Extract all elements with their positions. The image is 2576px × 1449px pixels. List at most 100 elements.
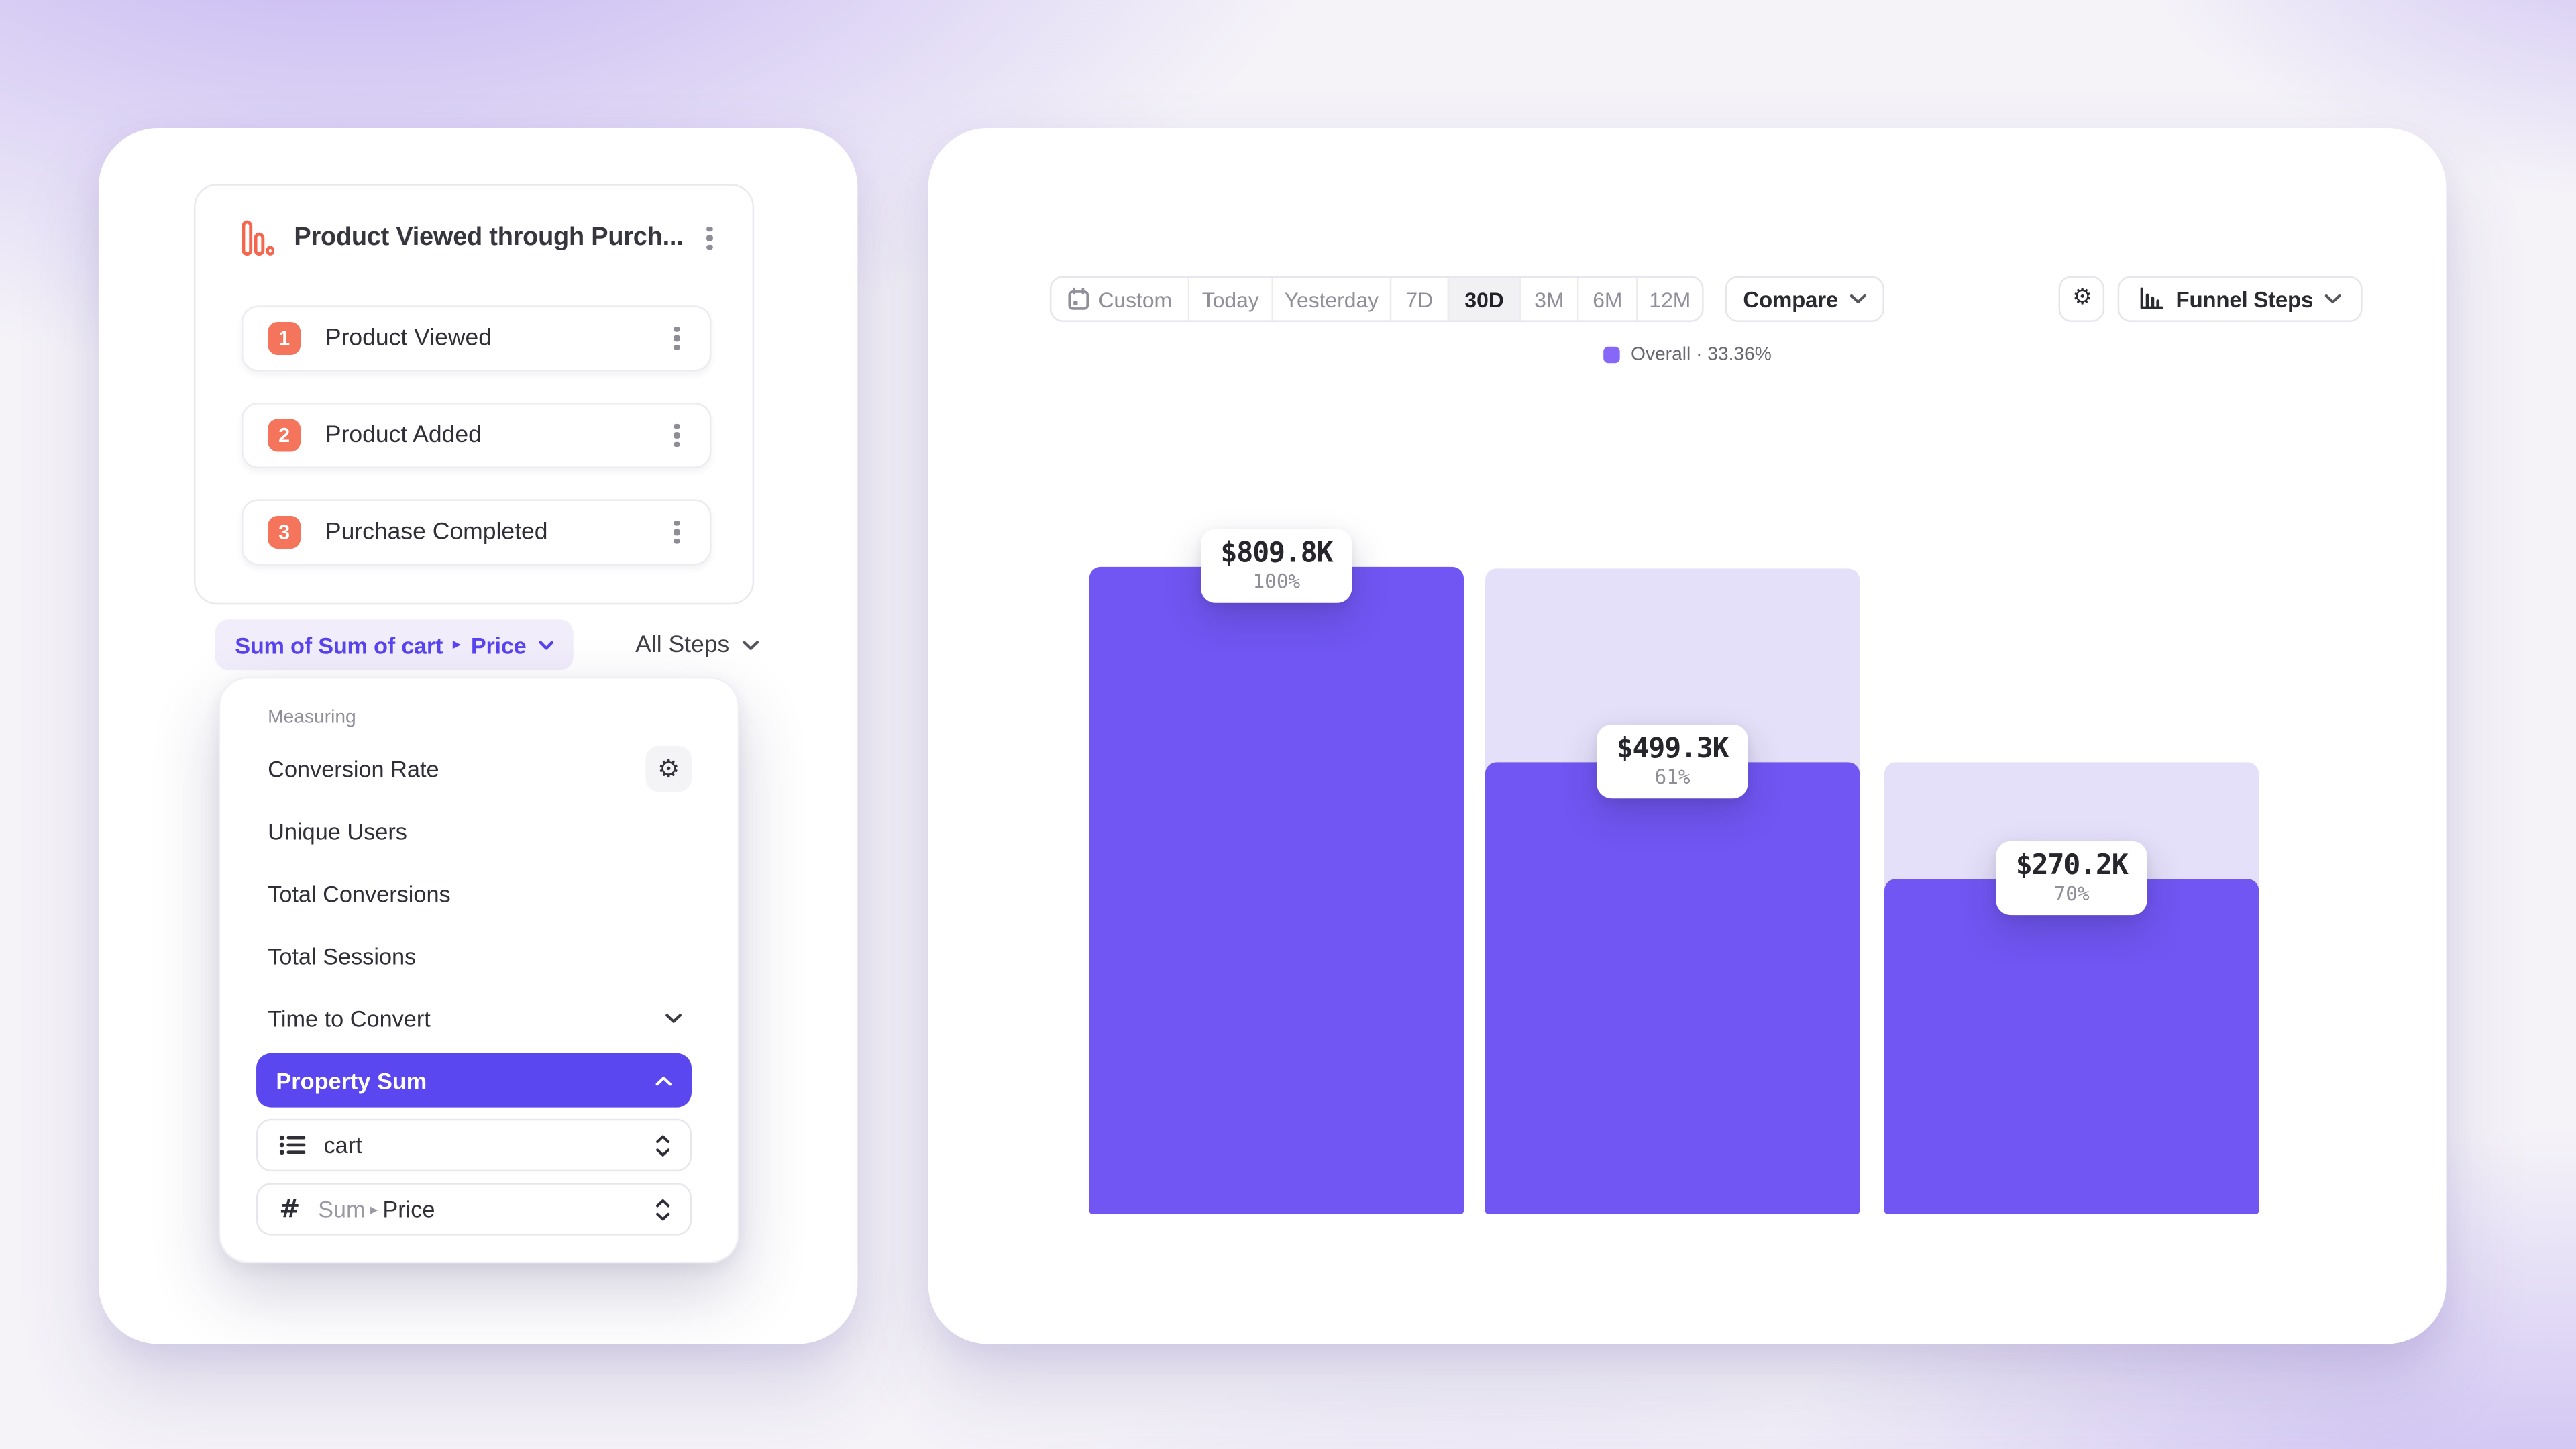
funnel-chart-plot: $809.8K 100% $499.3K 61% $270.2K 70% [928, 128, 2447, 1214]
measurement-property: Price [470, 631, 527, 658]
funnel-step-1[interactable]: 1 Product Viewed [241, 305, 712, 372]
chevron-up-icon [655, 1075, 672, 1085]
funnel-kebab-menu[interactable] [693, 219, 726, 258]
step-label: Product Added [325, 422, 482, 449]
funnel-title: Product Viewed through Purch... [294, 223, 684, 252]
date-range-30d-selected[interactable]: 30D [1449, 277, 1521, 321]
conversion-rate-settings-button[interactable]: ⚙ [645, 745, 692, 792]
step-number-badge: 2 [268, 419, 301, 452]
date-range-custom[interactable]: Custom [1051, 277, 1190, 321]
date-range-yesterday[interactable]: Yesterday [1273, 277, 1392, 321]
date-range-label: 7D [1405, 286, 1434, 312]
bar-value: $499.3K [1616, 733, 1729, 766]
menu-item-unique-users[interactable]: Unique Users [256, 800, 692, 863]
date-range-label: 30D [1464, 286, 1504, 312]
step-kebab-menu[interactable] [660, 416, 693, 455]
bar-value: $809.8K [1220, 537, 1333, 570]
date-range-label: Yesterday [1284, 286, 1379, 312]
menu-item-label: Total Conversions [268, 880, 451, 907]
property-select-value: cart [323, 1132, 362, 1159]
breadcrumb-arrow-icon: ▸ [370, 1199, 378, 1217]
menu-item-label: Property Sum [276, 1067, 427, 1093]
menu-item-label: Time to Convert [268, 1005, 431, 1032]
legend-label: Overall · 33.36% [1631, 345, 1772, 365]
funnel-builder-card: Product Viewed through Purch... 1 Produc… [98, 128, 858, 1344]
bar-percentage: 100% [1252, 570, 1301, 594]
calendar-icon [1067, 287, 1089, 310]
aggregation-value: Sum ▸ Price [318, 1196, 435, 1222]
funnel-bars-icon [2141, 287, 2165, 309]
aggregation-prefix: Sum [318, 1195, 366, 1223]
funnel-chart-card: Custom Today Yesterday 7D 30D 3M 6M 12M … [928, 128, 2447, 1344]
measurement-row: Sum of Sum of cart ▸ Price All Steps [215, 619, 759, 671]
step-number-badge: 3 [268, 515, 301, 549]
chart-settings-button[interactable]: ⚙ [2059, 276, 2106, 323]
current-step-bar[interactable] [1485, 762, 1860, 1214]
compare-button[interactable]: Compare [1725, 276, 1884, 323]
bar-value-tooltip: $270.2K 70% [1996, 841, 2148, 916]
all-steps-label: All Steps [635, 631, 730, 658]
date-range-label: 12M [1649, 286, 1691, 312]
number-hash-icon: # [279, 1194, 301, 1224]
measurement-dropdown[interactable]: Sum of Sum of cart ▸ Price [215, 619, 574, 671]
breadcrumb-arrow-icon: ▸ [452, 635, 462, 654]
date-range-segmented-control: Custom Today Yesterday 7D 30D 3M 6M 12M [1049, 276, 1704, 323]
funnel-step-2[interactable]: 2 Product Added [241, 402, 712, 468]
gear-icon: ⚙ [657, 753, 680, 783]
bar-value-tooltip: $809.8K 100% [1201, 529, 1352, 603]
funnel-steps-container: Product Viewed through Purch... 1 Produc… [193, 184, 755, 605]
aggregation-select[interactable]: # Sum ▸ Price [256, 1183, 692, 1236]
legend-swatch [1603, 346, 1619, 364]
chart-view-selector[interactable]: Funnel Steps [2118, 276, 2363, 323]
aggregation-property: Price [382, 1195, 435, 1223]
menu-item-label: Conversion Rate [268, 755, 439, 782]
current-step-bar[interactable] [1089, 566, 1464, 1214]
compare-label: Compare [1743, 286, 1838, 312]
select-updown-icon [655, 1134, 670, 1156]
bar-percentage: 70% [2053, 882, 2090, 906]
bar-percentage: 61% [1654, 765, 1690, 789]
date-range-label: Custom [1098, 286, 1173, 312]
date-range-label: 6M [1593, 286, 1623, 312]
property-select[interactable]: cart [256, 1118, 692, 1172]
date-range-6m[interactable]: 6M [1578, 277, 1638, 321]
step-kebab-menu[interactable] [660, 513, 693, 552]
chart-toolbar: Custom Today Yesterday 7D 30D 3M 6M 12M … [1049, 276, 2363, 323]
date-range-7d[interactable]: 7D [1391, 277, 1450, 321]
gear-icon: ⚙ [2072, 284, 2092, 311]
chart-legend: Overall · 33.36% [928, 345, 2447, 365]
step-kebab-menu[interactable] [660, 319, 693, 358]
menu-item-total-conversions[interactable]: Total Conversions [256, 863, 692, 925]
chevron-down-icon [1849, 294, 1866, 304]
funnel-bar-step-2: $499.3K 61% [1485, 568, 1860, 1214]
view-selector-label: Funnel Steps [2176, 286, 2314, 312]
step-label: Product Viewed [325, 325, 492, 352]
menu-item-conversion-rate[interactable]: Conversion Rate ⚙ [256, 738, 692, 800]
menu-section-label: Measuring [268, 708, 356, 728]
funnel-bar-step-1: $809.8K 100% [1089, 529, 1464, 1214]
funnel-bar-step-3: $270.2K 70% [1884, 762, 2259, 1214]
funnel-header: Product Viewed through Purch... [195, 186, 752, 281]
date-range-12m[interactable]: 12M [1638, 278, 1703, 321]
current-step-bar[interactable] [1884, 879, 2259, 1214]
chevron-down-icon [2324, 294, 2341, 304]
menu-item-property-sum[interactable]: Property Sum [256, 1053, 692, 1108]
chevron-down-icon [539, 640, 554, 649]
bar-value: $270.2K [2015, 849, 2129, 883]
menu-item-label: Total Sessions [268, 943, 417, 969]
step-number-badge: 1 [268, 322, 301, 355]
date-range-3m[interactable]: 3M [1521, 277, 1579, 321]
date-range-today[interactable]: Today [1189, 277, 1273, 321]
menu-item-time-to-convert[interactable]: Time to Convert [256, 987, 692, 1050]
select-updown-icon [655, 1198, 670, 1220]
menu-item-total-sessions[interactable]: Total Sessions [256, 925, 692, 987]
chevron-down-icon [743, 640, 759, 649]
all-steps-dropdown[interactable]: All Steps [635, 632, 759, 658]
bar-value-tooltip: $499.3K 61% [1597, 724, 1748, 799]
measuring-menu: Measuring Conversion Rate ⚙ Unique Users… [218, 676, 740, 1264]
funnel-step-3[interactable]: 3 Purchase Completed [241, 499, 712, 566]
bar-chart-icon [241, 220, 274, 256]
step-label: Purchase Completed [325, 519, 548, 546]
chevron-down-icon [665, 1014, 682, 1024]
